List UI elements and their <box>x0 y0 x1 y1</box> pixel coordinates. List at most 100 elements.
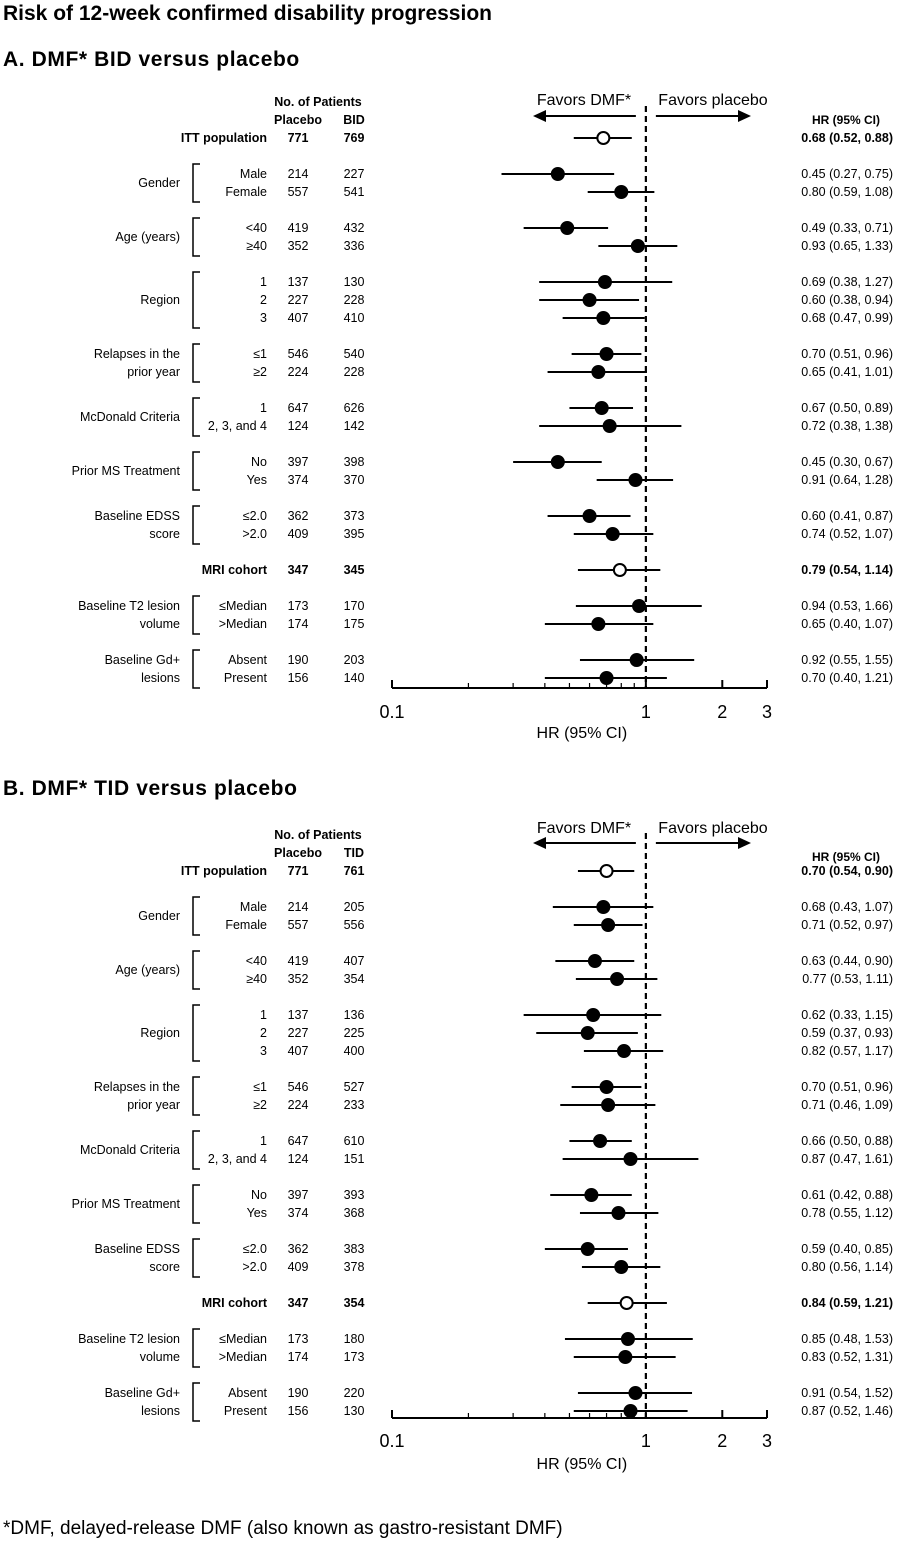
treatment-n: 383 <box>344 1242 365 1256</box>
group-bracket <box>192 1238 200 1278</box>
row-label: MRI cohort <box>202 1296 268 1310</box>
placebo-n: 214 <box>288 167 309 181</box>
hr-ci-value: 0.65 (0.41, 1.01) <box>801 365 893 379</box>
group-label: Relapses in the <box>94 1080 180 1094</box>
footnote: *DMF, delayed-release DMF (also known as… <box>3 1518 563 1539</box>
row-label: 1 <box>260 1008 267 1022</box>
hr-ci-value: 0.69 (0.38, 1.27) <box>801 275 893 289</box>
treatment-n: 378 <box>344 1260 365 1274</box>
group-bracket <box>192 343 200 383</box>
group-label: Baseline Gd+ <box>105 1386 180 1400</box>
x-axis-label: HR (95% CI) <box>537 725 628 742</box>
placebo-n: 156 <box>288 671 309 685</box>
hr-point <box>597 275 612 289</box>
hr-ci-value: 0.82 (0.57, 1.17) <box>801 1044 893 1058</box>
hr-ci-value: 0.94 (0.53, 1.66) <box>801 599 893 613</box>
group-label: Baseline EDSS <box>95 1242 180 1256</box>
placebo-n: 546 <box>288 1080 309 1094</box>
treatment-n: 354 <box>344 972 365 986</box>
hr-ci-value: 0.62 (0.33, 1.15) <box>801 1008 893 1022</box>
placebo-n: 397 <box>288 1188 309 1202</box>
row-label: <40 <box>246 954 267 968</box>
treatment-n: 225 <box>344 1026 365 1040</box>
placebo-n: 124 <box>288 1152 309 1166</box>
hr-point <box>599 671 614 685</box>
hr-point-open <box>619 1296 634 1310</box>
hr-point <box>628 473 643 487</box>
patients-header: No. of Patients <box>274 95 362 109</box>
hr-ci-value: 0.61 (0.42, 0.88) <box>801 1188 893 1202</box>
group-bracket <box>192 1328 200 1368</box>
group-label: Prior MS Treatment <box>72 1197 181 1211</box>
group-label: Prior MS Treatment <box>72 464 181 478</box>
treatment-n: 130 <box>344 275 365 289</box>
group-bracket <box>192 950 200 990</box>
row-label: ≥40 <box>246 972 267 986</box>
treatment-n: 432 <box>344 221 365 235</box>
hr-ci-value: 0.49 (0.33, 0.71) <box>801 221 893 235</box>
x-tick-label: 2 <box>717 702 727 722</box>
treatment-n: 540 <box>344 347 365 361</box>
treatment-n: 203 <box>344 653 365 667</box>
row-label: ≤Median <box>219 1332 267 1346</box>
treatment-n: 228 <box>344 293 365 307</box>
placebo-n: 374 <box>288 1206 309 1220</box>
placebo-n: 546 <box>288 347 309 361</box>
placebo-n: 347 <box>288 1296 309 1310</box>
placebo-n: 137 <box>288 275 309 289</box>
hr-point <box>618 1350 633 1364</box>
treatment-n: 398 <box>344 455 365 469</box>
treatment-n: 769 <box>344 131 365 145</box>
group-label: McDonald Criteria <box>80 410 180 424</box>
placebo-n: 362 <box>288 509 309 523</box>
row-label: Yes <box>247 1206 267 1220</box>
treatment-n: 140 <box>344 671 365 685</box>
placebo-n: 647 <box>288 1134 309 1148</box>
group-label: Baseline T2 lesion <box>78 1332 180 1346</box>
row-label: 2 <box>260 293 267 307</box>
x-tick-label: 1 <box>641 702 651 722</box>
treatment-n: 151 <box>344 1152 365 1166</box>
treatment-n: 354 <box>344 1296 365 1310</box>
group-bracket <box>192 397 200 437</box>
placebo-n: 362 <box>288 1242 309 1256</box>
row-label: Absent <box>228 653 267 667</box>
group-bracket <box>192 505 200 545</box>
x-tick-label: 2 <box>717 1431 727 1451</box>
group-label: Baseline T2 lesion <box>78 599 180 613</box>
group-label: Age (years) <box>115 230 180 244</box>
group-label: Region <box>140 293 180 307</box>
forest-plot-panel-b: B. DMF* TID versus placebo No. of Patien… <box>0 731 897 1511</box>
hr-point <box>582 509 597 523</box>
hr-ci-value: 0.71 (0.52, 0.97) <box>801 918 893 932</box>
hr-ci-value: 0.77 (0.53, 1.11) <box>802 972 893 986</box>
x-tick-label: 0.1 <box>379 1431 404 1451</box>
group-bracket <box>192 1382 200 1422</box>
row-label: >Median <box>219 617 267 631</box>
hr-ci-value: 0.83 (0.52, 1.31) <box>801 1350 893 1364</box>
placebo-n: 409 <box>288 1260 309 1274</box>
row-label: ≤Median <box>219 599 267 613</box>
hr-point <box>602 419 617 433</box>
row-label: No <box>251 455 267 469</box>
placebo-n: 190 <box>288 653 309 667</box>
placebo-n: 771 <box>288 131 309 145</box>
group-label: Baseline Gd+ <box>105 653 180 667</box>
hr-ci-value: 0.65 (0.40, 1.07) <box>801 617 893 631</box>
row-label: ≥40 <box>246 239 267 253</box>
hr-point-open <box>599 864 614 878</box>
hr-point <box>601 918 616 932</box>
placebo-n: 647 <box>288 401 309 415</box>
hr-ci-value: 0.60 (0.38, 0.94) <box>801 293 893 307</box>
hr-point <box>550 167 565 181</box>
placebo-n: 124 <box>288 419 309 433</box>
hr-ci-value: 0.70 (0.51, 0.96) <box>801 347 893 361</box>
group-label: volume <box>140 617 180 631</box>
panel-a-title: A. DMF* BID versus placebo <box>3 48 300 71</box>
placebo-n: 407 <box>288 311 309 325</box>
treatment-n: 170 <box>344 599 365 613</box>
placebo-n: 407 <box>288 1044 309 1058</box>
favors-left-label: Favors DMF* <box>537 92 631 109</box>
hr-point <box>580 1242 595 1256</box>
hr-ci-value: 0.91 (0.64, 1.28) <box>801 473 893 487</box>
